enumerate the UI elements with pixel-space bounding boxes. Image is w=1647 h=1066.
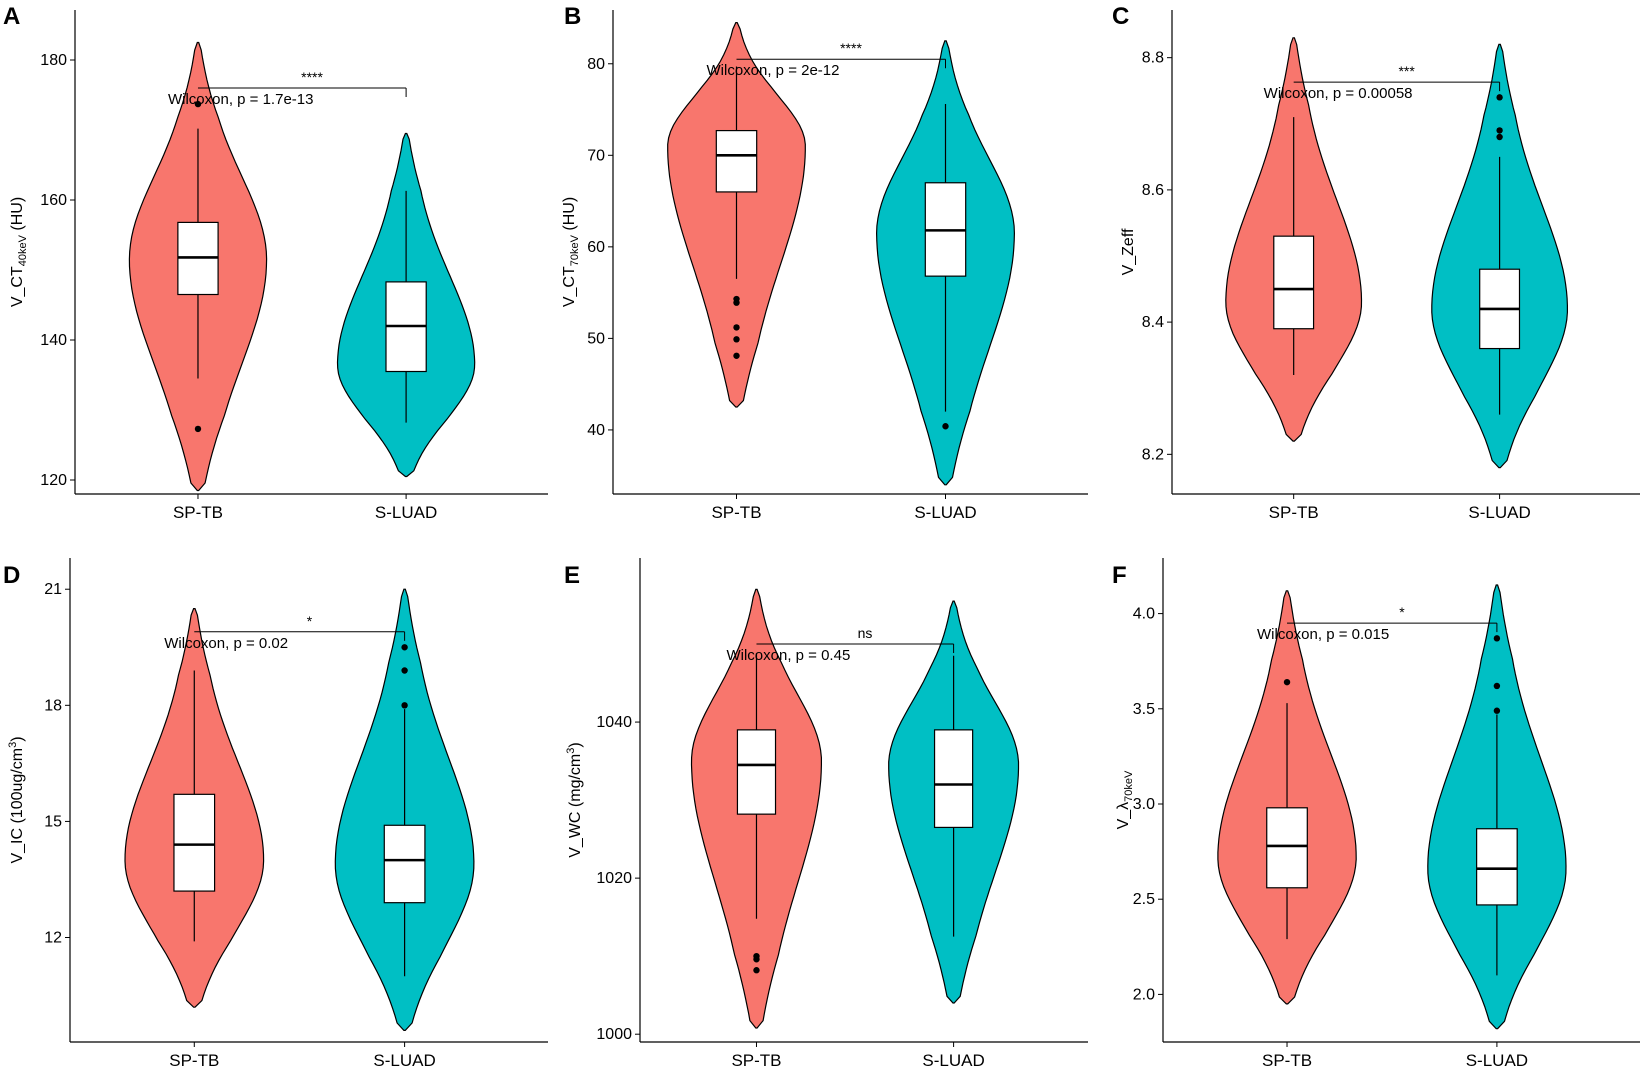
outlier-point	[1493, 682, 1501, 690]
y-tick-label: 50	[587, 330, 605, 347]
box	[173, 793, 216, 892]
y-tick-label: 2.5	[1133, 891, 1155, 908]
y-axis-label: V_CT40keV (HU)	[9, 197, 29, 307]
x-category-label: S-LUAD	[373, 1051, 435, 1066]
x-category-label: S-LUAD	[1468, 503, 1530, 522]
y-tick-label: 1020	[596, 870, 632, 887]
panel-letter: A	[3, 3, 20, 30]
y-tick-label: 160	[40, 192, 67, 209]
outlier-point	[1493, 707, 1501, 714]
test-label: Wilcoxon, p = 1.7e-13	[168, 91, 313, 108]
panel-c: C 8.2 8.4 8.6 8.8 V_Zeff SP-TB S-LUAD *** Wilcoxo…	[1112, 3, 1640, 522]
outlier-point	[733, 336, 740, 343]
outlier-point	[1496, 127, 1503, 134]
x-category-label: SP-TB	[173, 503, 223, 522]
outlier-point	[1496, 133, 1503, 141]
x-category-label: SP-TB	[731, 1051, 781, 1066]
y-tick-label: 8.4	[1142, 314, 1164, 331]
box	[1476, 828, 1518, 906]
panel-a: A 120 140 160 180 V_CT40keV (HU) SP-TB S-LUAD **…	[3, 3, 548, 522]
outlier-point	[753, 967, 760, 974]
y-tick-label: 180	[40, 52, 67, 69]
x-category-label: SP-TB	[1262, 1051, 1312, 1066]
x-category-label: SP-TB	[1269, 503, 1319, 522]
y-tick-label: 15	[44, 813, 62, 830]
outlier-point	[1493, 635, 1501, 642]
y-tick-label: 3.0	[1133, 796, 1155, 813]
panel-e: E 1000 1020 1040 V_WC (mg/cm3) SP-TB S-LUAD ns W…	[564, 558, 1088, 1066]
box	[933, 729, 974, 829]
y-tick-label: 1040	[596, 714, 632, 731]
test-label: Wilcoxon, p = 2e-12	[707, 62, 840, 79]
y-tick-label: 2.0	[1133, 986, 1155, 1003]
outlier-point	[733, 324, 740, 331]
y-tick-label: 3.5	[1133, 701, 1155, 718]
y-tick-label: 8.8	[1142, 50, 1164, 67]
y-tick-label: 18	[44, 697, 62, 714]
outlier-point	[401, 702, 408, 709]
panel-b: B 40 50 60 70 80 V_CT70keV (HU) SP-TB S-LUAD ****…	[561, 3, 1088, 522]
test-label: Wilcoxon, p = 0.02	[164, 635, 288, 652]
panel-letter: F	[1112, 562, 1127, 589]
outlier-point	[194, 425, 202, 433]
x-category-label: S-LUAD	[1466, 1051, 1528, 1066]
significance-label: *	[307, 613, 313, 629]
box	[383, 824, 426, 904]
y-tick-label: 8.6	[1142, 182, 1164, 199]
y-axis-label: V_λ70keV	[1115, 770, 1135, 829]
box	[715, 129, 758, 193]
panel-letter: C	[1112, 3, 1129, 30]
y-tick-label: 4.0	[1133, 606, 1155, 623]
y-axis-label: V_Zeff	[1120, 228, 1137, 275]
significance-label: ***	[1398, 63, 1415, 79]
test-label: Wilcoxon, p = 0.00058	[1264, 85, 1413, 102]
box	[1266, 807, 1308, 889]
y-tick-label: 1000	[596, 1026, 632, 1043]
y-tick-label: 60	[587, 239, 605, 256]
y-axis-label: V_CT70keV (HU)	[561, 197, 581, 307]
y-tick-label: 21	[44, 581, 62, 598]
test-label: Wilcoxon, p = 0.45	[726, 647, 850, 664]
y-tick-label: 120	[40, 472, 67, 489]
box	[736, 729, 777, 815]
outlier-point	[1283, 678, 1291, 686]
y-tick-label: 40	[587, 422, 605, 439]
outlier-point	[733, 352, 740, 359]
outlier-point	[733, 299, 740, 306]
significance-label: ns	[858, 625, 873, 641]
panel-letter: D	[3, 562, 20, 589]
x-category-label: SP-TB	[169, 1051, 219, 1066]
x-category-label: SP-TB	[711, 503, 761, 522]
y-tick-label: 80	[587, 56, 605, 73]
x-category-label: S-LUAD	[914, 503, 976, 522]
y-tick-label: 140	[40, 332, 67, 349]
panel-letter: E	[564, 562, 580, 589]
x-category-label: S-LUAD	[375, 503, 437, 522]
test-label: Wilcoxon, p = 0.015	[1257, 626, 1389, 643]
outlier-point	[753, 956, 760, 963]
panel-letter: B	[564, 3, 581, 30]
y-axis-label: V_WC (mg/cm3)	[565, 742, 584, 857]
panel-d: D 12 15 18 21 V_IC (100ug/cm3) SP-TB S-LUAD * Wil…	[3, 558, 548, 1066]
panel-f: F 2.0 2.5 3.0 3.5 4.0 V_λ70keV SP-TB S-LUAD * Wilc…	[1112, 558, 1640, 1066]
outlier-point	[1496, 94, 1503, 101]
significance-label: *	[1399, 604, 1405, 620]
outlier-point	[194, 100, 202, 108]
significance-label: ****	[301, 69, 323, 85]
significance-label: ****	[840, 40, 862, 56]
y-axis-label: V_IC (100ug/cm3)	[7, 736, 26, 863]
y-tick-label: 70	[587, 147, 605, 164]
box	[1273, 235, 1315, 330]
outlier-point	[401, 644, 408, 651]
y-tick-label: 8.2	[1142, 446, 1164, 463]
outlier-point	[401, 667, 408, 674]
outlier-point	[942, 423, 949, 430]
y-tick-label: 12	[44, 930, 62, 947]
x-category-label: S-LUAD	[922, 1051, 984, 1066]
